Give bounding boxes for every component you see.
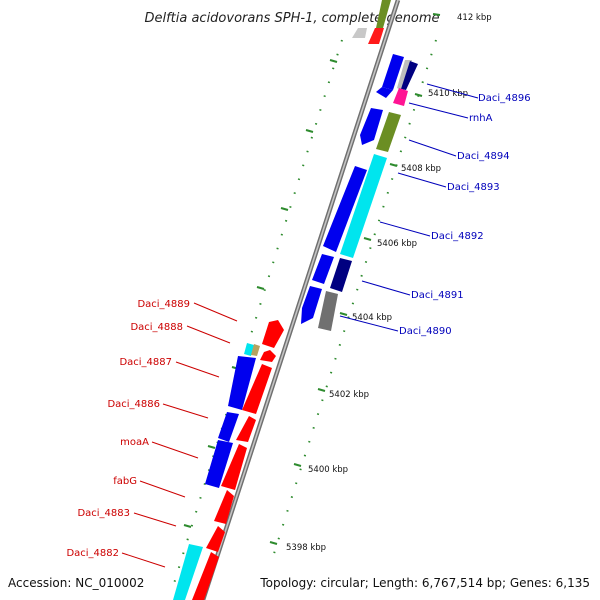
inner-tick-marks <box>183 59 338 528</box>
accession-text: Accession: NC_010002 <box>8 576 144 590</box>
tick-mark <box>363 237 372 241</box>
gene-arrow <box>206 526 225 552</box>
forward-gene-labels: Daci_4889 Daci_4888 Daci_4887 Daci_4886 … <box>66 299 190 559</box>
gene-box <box>244 343 254 356</box>
gene-arrow <box>376 87 393 98</box>
tick-label: 5406 kbp <box>377 239 417 249</box>
gene-box <box>228 356 256 410</box>
map-title: Delftia acidovorans SPH-1, complete geno… <box>144 11 439 26</box>
gene-label[interactable]: Daci_4892 <box>431 231 484 242</box>
tick-mark <box>269 541 278 545</box>
tick-label: 5408 kbp <box>401 164 441 174</box>
gene-arrow <box>236 416 256 442</box>
tick-label: 5402 kbp <box>329 390 369 400</box>
tick-label: 5398 kbp <box>286 543 326 553</box>
gene-label[interactable]: Daci_4896 <box>478 93 531 104</box>
gene-label[interactable]: fabG <box>113 476 137 487</box>
gene-label[interactable]: moaA <box>120 437 149 448</box>
forward-leader-lines <box>121 302 238 568</box>
gene-box <box>401 61 418 90</box>
gene-box <box>352 28 367 38</box>
tick-mark <box>414 93 423 97</box>
tick-label: 5410 kbp <box>428 89 468 99</box>
gene-arrow <box>214 490 234 524</box>
tick-mark <box>432 13 441 16</box>
reverse-leader-lines <box>339 83 479 332</box>
tick-label: 5404 kbp <box>352 313 392 323</box>
gene-label[interactable]: rnhA <box>469 113 493 124</box>
tick-label: 412 kbp <box>457 13 492 23</box>
gene-label[interactable]: Daci_4888 <box>130 322 183 333</box>
gene-box <box>393 88 408 106</box>
reverse-strand-features <box>301 0 418 331</box>
tick-mark <box>317 388 326 392</box>
gene-arrow <box>360 108 383 145</box>
gene-arrow <box>221 444 247 490</box>
gene-label[interactable]: Daci_4891 <box>411 290 464 301</box>
tick-labels: 412 kbp 5410 kbp 5408 kbp 5406 kbp 5404 … <box>286 13 492 553</box>
gene-label[interactable]: Daci_4882 <box>66 548 119 559</box>
gene-label[interactable]: Daci_4889 <box>137 299 190 310</box>
gene-box <box>376 112 401 152</box>
gene-arrow <box>260 350 276 362</box>
tick-mark <box>339 312 348 316</box>
tick-mark <box>389 163 398 167</box>
gene-label[interactable]: Daci_4894 <box>457 151 510 162</box>
backbone <box>200 0 401 600</box>
tick-marks <box>269 13 441 545</box>
gene-box <box>173 544 203 600</box>
inner-guide-line <box>171 39 343 591</box>
gene-arrow <box>192 552 219 600</box>
gene-arrow <box>242 364 272 414</box>
genome-summary-text: Topology: circular; Length: 6,767,514 bp… <box>259 576 590 590</box>
gene-box <box>368 28 384 44</box>
gene-box <box>205 440 233 488</box>
gene-label[interactable]: Daci_4887 <box>119 357 172 368</box>
gene-box <box>330 258 352 292</box>
reverse-gene-labels: Daci_4896 rnhA Daci_4894 Daci_4893 Daci_… <box>399 93 531 337</box>
gene-box <box>376 0 391 28</box>
tick-label: 5400 kbp <box>308 465 348 475</box>
gene-arrow <box>262 320 284 348</box>
gene-arrow <box>323 166 367 252</box>
gene-label[interactable]: Daci_4893 <box>447 182 500 193</box>
tick-mark <box>293 463 302 467</box>
gene-arrow <box>301 286 322 324</box>
gene-arrow <box>382 54 404 90</box>
gene-label[interactable]: Daci_4890 <box>399 326 452 337</box>
gene-arrow <box>312 254 334 284</box>
gene-box <box>318 291 338 331</box>
gene-label[interactable]: Daci_4883 <box>77 508 130 519</box>
gene-box <box>218 412 239 442</box>
gene-box <box>251 344 260 356</box>
gene-label[interactable]: Daci_4886 <box>107 399 160 410</box>
gene-box <box>340 154 387 258</box>
forward-strand-features <box>173 320 284 600</box>
